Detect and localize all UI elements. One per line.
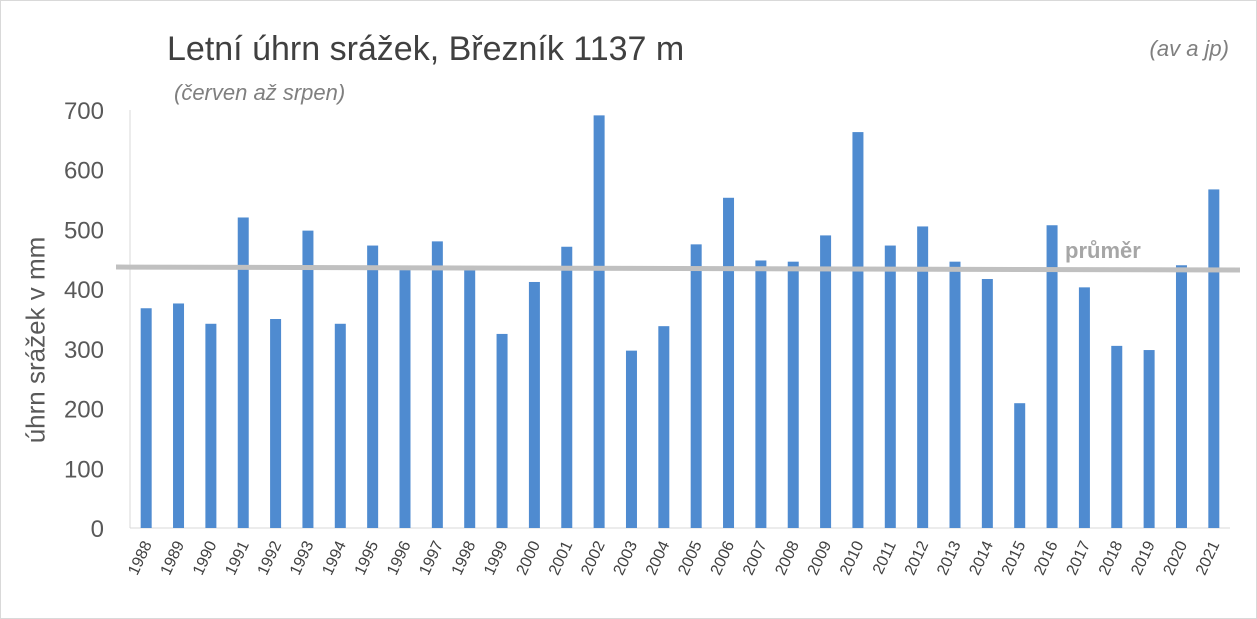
bar-1998 [464, 268, 476, 528]
x-tick-label: 2020 [1161, 538, 1191, 578]
x-tick-label: 2003 [611, 538, 641, 578]
x-tick-label: 1997 [417, 538, 447, 578]
bar-2009 [820, 235, 832, 528]
x-tick-label: 2012 [902, 538, 932, 578]
x-tick-label: 2008 [772, 538, 802, 578]
bar-1999 [496, 333, 508, 528]
bar-2018 [1111, 345, 1123, 528]
x-tick-label: 2011 [870, 538, 900, 576]
bar-2001 [561, 246, 573, 528]
bar-1989 [173, 303, 185, 528]
x-tick-label: 2016 [1031, 538, 1061, 578]
bar-2005 [690, 244, 702, 528]
bar-1995 [367, 245, 379, 528]
bar-2000 [528, 281, 540, 528]
average-line-label: průměr [1065, 238, 1141, 263]
bar-2016 [1046, 225, 1058, 528]
bar-2021 [1208, 189, 1220, 529]
y-tick-label: 400 [64, 277, 104, 304]
bar-2010 [852, 132, 864, 528]
bar-1990 [205, 323, 217, 528]
bar-1994 [334, 323, 346, 528]
bar-2004 [658, 326, 670, 528]
x-tick-label: 2009 [805, 538, 835, 578]
average-line [115, 264, 1241, 273]
x-tick-label: 2006 [708, 538, 738, 578]
x-tick-label: 1996 [384, 538, 414, 578]
x-tick-label: 2019 [1128, 538, 1158, 578]
y-tick-label: 600 [64, 158, 104, 185]
bar-2014 [981, 278, 993, 528]
bar-1996 [399, 270, 411, 528]
x-tick-label: 2010 [837, 538, 867, 578]
bar-2002 [593, 115, 605, 529]
y-tick-label: 200 [64, 397, 104, 424]
x-tick-label: 2005 [675, 538, 705, 578]
bar-2011 [884, 245, 896, 528]
y-tick-label: 100 [64, 456, 104, 483]
bar-1991 [237, 217, 249, 528]
x-tick-label: 1999 [481, 538, 511, 578]
bar-2017 [1078, 287, 1090, 528]
bar-2013 [949, 261, 961, 528]
x-tick-label: 2004 [643, 538, 673, 578]
chart-subtitle: (červen až srpen) [174, 80, 346, 105]
x-tick-label: 2013 [934, 538, 964, 578]
bar-2012 [917, 226, 929, 528]
bar-2020 [1175, 265, 1187, 528]
x-tick-label: 2017 [1064, 538, 1094, 578]
bar-2006 [723, 197, 735, 528]
bar-2019 [1143, 350, 1155, 528]
x-tick-label: 1989 [158, 538, 188, 578]
x-tick-label: 1991 [222, 538, 252, 578]
chart-title: Letní úhrn srážek, Březník 1137 m [167, 30, 685, 68]
chart-credit: (av a jp) [1149, 36, 1229, 61]
x-tick-label: 2018 [1096, 538, 1126, 578]
y-tick-label: 0 [91, 516, 104, 543]
x-tick-label: 2002 [578, 538, 608, 578]
x-tick-label: 1993 [287, 538, 317, 578]
x-tick-label: 1995 [352, 538, 382, 578]
y-tick-label: 500 [64, 217, 104, 244]
x-tick-label: 2000 [514, 538, 544, 578]
x-tick-label: 2021 [1193, 538, 1223, 578]
x-tick-label: 2014 [967, 538, 997, 578]
bar-1992 [270, 319, 282, 528]
x-tick-label: 1988 [125, 538, 155, 578]
x-tick-label: 1992 [255, 538, 285, 578]
x-tick-label: 1990 [190, 538, 220, 578]
bar-2008 [787, 261, 799, 528]
bar-2007 [755, 260, 767, 528]
y-tick-label: 300 [64, 337, 104, 364]
bar-2003 [625, 350, 637, 528]
x-tick-label: 1998 [449, 538, 479, 578]
bar-1988 [140, 308, 152, 528]
x-tick-label: 2001 [546, 538, 576, 578]
x-tick-label: 2015 [999, 538, 1029, 578]
bar-1993 [302, 230, 314, 528]
bar-2015 [1014, 403, 1026, 528]
bar-1997 [431, 241, 443, 528]
x-tick-label: 2007 [740, 538, 770, 578]
y-tick-label: 700 [64, 98, 104, 125]
x-tick-label: 1994 [319, 538, 349, 578]
